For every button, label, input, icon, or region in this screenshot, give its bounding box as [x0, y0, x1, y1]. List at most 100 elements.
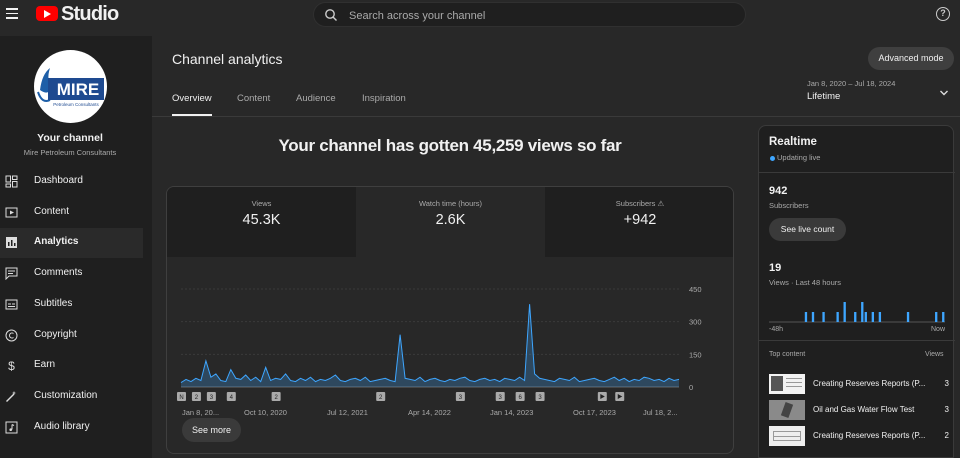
sidebar-item-audio-library[interactable]: Audio library — [0, 413, 143, 443]
metric-value: 45.3K — [242, 212, 281, 228]
views-line-chart[interactable]: 450 300 150 0 N 2 3 4 2 2 3 3 6 3 — [167, 277, 734, 407]
annotation-marker[interactable] — [226, 392, 236, 401]
x-tick-label: Jan 14, 2023 — [490, 408, 534, 417]
realtime-subscribers-label: Subscribers — [769, 201, 809, 210]
channel-logo-icon: MIRE Petroleum Consultants — [37, 68, 104, 107]
chart-card: Views 45.3K Watch time (hours) 2.6K Subs… — [166, 186, 734, 454]
annotation-marker-label: 3 — [538, 395, 542, 401]
top-content-views: 3 — [944, 379, 949, 388]
top-content-views: 3 — [944, 405, 949, 414]
main-panel: Channel analytics Advanced mode Overview… — [152, 36, 960, 458]
see-live-count-button[interactable]: See live count — [769, 218, 846, 241]
date-range[interactable]: Jan 8, 2020 – Jul 18, 2024 — [807, 79, 896, 88]
annotation-marker[interactable] — [271, 392, 281, 401]
realtime-bar[interactable] — [836, 312, 839, 322]
search-icon[interactable] — [324, 8, 338, 22]
content-icon — [5, 207, 18, 218]
sidebar-item-copyright[interactable]: Copyright — [0, 321, 143, 351]
annotation-marker-label: 2 — [195, 395, 199, 401]
sidebar-item-comments[interactable]: Comments — [0, 259, 143, 289]
sidebar-item-content[interactable]: Content — [0, 198, 143, 228]
sidebar-item-subtitles[interactable]: Subtitles — [0, 290, 143, 320]
annotation-marker[interactable] — [535, 392, 545, 401]
x-tick-label: Apr 14, 2022 — [408, 408, 451, 417]
search-bar[interactable] — [313, 2, 746, 27]
annotation-marker-label: 3 — [499, 395, 503, 401]
x-tick-label: Jan 8, 20... — [182, 408, 220, 417]
realtime-bar[interactable] — [935, 312, 938, 322]
tab-overview[interactable]: Overview — [172, 93, 212, 104]
tab-inspiration[interactable]: Inspiration — [362, 93, 406, 104]
top-content-item[interactable]: Creating Reserves Reports (P... 2 — [769, 426, 949, 446]
divider — [759, 340, 955, 341]
menu-icon[interactable] — [6, 8, 18, 20]
sidebar-item-earn[interactable]: $ Earn — [0, 351, 143, 381]
x-tick-label: Oct 10, 2020 — [244, 408, 287, 417]
annotation-marker[interactable] — [515, 392, 525, 401]
annotation-marker[interactable] — [376, 392, 386, 401]
realtime-bar[interactable] — [864, 312, 867, 322]
video-thumbnail — [769, 426, 805, 446]
annotation-marker-label: 3 — [459, 395, 463, 401]
sidebar-item-label: Earn — [34, 359, 56, 370]
realtime-x-right: Now — [931, 326, 946, 333]
advanced-mode-button[interactable]: Advanced mode — [868, 47, 954, 70]
y-tick-label: 150 — [689, 350, 702, 359]
page-title: Channel analytics — [172, 51, 283, 67]
sidebar-item-label: Comments — [34, 267, 83, 278]
metric-subscribers[interactable]: Subscribers ⚠ +942 — [545, 187, 733, 257]
metric-label: Watch time (hours) — [418, 199, 483, 208]
channel-title: Your channel — [37, 132, 103, 144]
tab-audience[interactable]: Audience — [296, 93, 336, 104]
realtime-bar[interactable] — [878, 312, 882, 322]
copyright-icon — [5, 329, 18, 342]
avatar[interactable]: MIRE Petroleum Consultants — [34, 50, 107, 123]
audio-library-icon — [5, 421, 18, 434]
annotation-marker[interactable] — [191, 392, 201, 401]
metric-value: +942 — [623, 212, 657, 228]
metric-watch-time[interactable]: Watch time (hours) 2.6K — [356, 187, 545, 257]
sidebar-item-customization[interactable]: Customization — [0, 382, 143, 412]
see-more-button[interactable]: See more — [182, 418, 241, 442]
realtime-bar[interactable] — [843, 302, 846, 322]
earn-icon: $ — [8, 359, 15, 372]
realtime-x-left: -48h — [769, 326, 784, 333]
annotation-marker[interactable] — [455, 392, 465, 401]
realtime-bar[interactable] — [804, 312, 808, 322]
date-preset-label[interactable]: Lifetime — [807, 91, 841, 102]
help-icon[interactable]: ? — [936, 7, 950, 21]
annotation-marker-label: 2 — [274, 395, 278, 401]
realtime-bar[interactable] — [906, 312, 910, 322]
annotation-marker[interactable] — [495, 392, 505, 401]
tab-content[interactable]: Content — [237, 93, 271, 104]
analytics-icon — [6, 237, 17, 248]
top-content-views: 2 — [944, 431, 949, 440]
realtime-bar[interactable] — [854, 312, 857, 322]
live-dot-icon — [770, 156, 775, 161]
realtime-bar[interactable] — [822, 312, 825, 322]
sidebar-item-label: Audio library — [34, 421, 90, 432]
sidebar-item-label: Content — [34, 206, 70, 217]
annotation-marker[interactable] — [206, 392, 216, 401]
top-content-item[interactable]: Creating Reserves Reports (P... 3 — [769, 374, 949, 394]
sidebar-item-analytics[interactable]: Analytics — [0, 228, 143, 258]
svg-text:Petroleum Consultants: Petroleum Consultants — [53, 102, 99, 107]
sidebar-item-dashboard[interactable]: Dashboard — [0, 167, 143, 197]
annotation-marker[interactable] — [177, 392, 186, 401]
x-tick-label: Jul 12, 2021 — [327, 408, 368, 417]
youtube-logo-icon[interactable] — [36, 6, 58, 21]
top-content-item[interactable]: Oil and Gas Water Flow Test 3 — [769, 400, 949, 420]
chevron-down-icon[interactable] — [939, 88, 949, 98]
studio-logo-text[interactable]: Studio — [61, 3, 119, 25]
video-thumbnail — [769, 374, 805, 394]
series-area — [181, 304, 679, 387]
search-input[interactable] — [349, 7, 729, 24]
metric-views[interactable]: Views 45.3K — [167, 187, 356, 257]
realtime-subscribers-value: 942 — [769, 185, 788, 197]
realtime-bar-chart[interactable] — [769, 292, 945, 324]
realtime-bar[interactable] — [871, 312, 874, 322]
realtime-bar[interactable] — [861, 302, 864, 322]
realtime-bar[interactable] — [811, 312, 815, 322]
realtime-bar[interactable] — [942, 312, 945, 322]
divider — [759, 172, 955, 173]
